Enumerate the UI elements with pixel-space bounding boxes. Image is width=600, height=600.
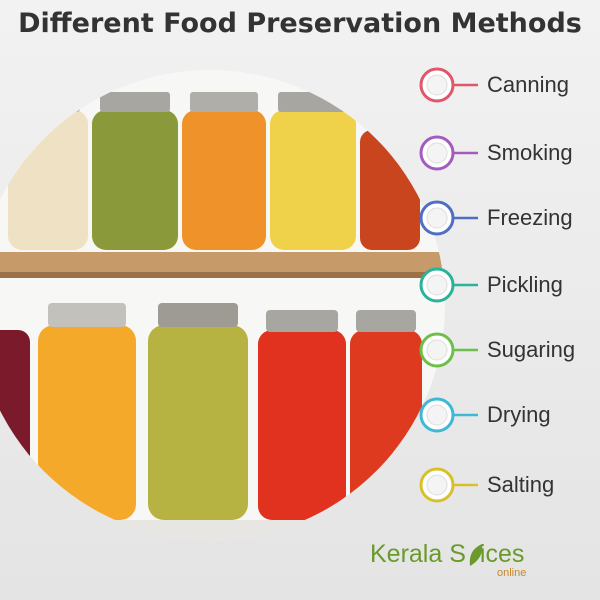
method-ring-inner (426, 339, 448, 361)
method-label: Smoking (487, 140, 573, 165)
brand-name: Kerala S ices (370, 540, 524, 568)
method-ring-inner (426, 274, 448, 296)
method-ring-inner (426, 207, 448, 229)
method-label: Drying (487, 402, 551, 427)
brand-leaf (469, 544, 483, 566)
method-label: Sugaring (487, 337, 575, 362)
method-ring-inner (426, 74, 448, 96)
brand-tagline: online (497, 567, 526, 579)
brand-part: Kerala S (370, 540, 466, 568)
method-ring-inner (426, 142, 448, 164)
methods-list: Canning Smoking Freezing Pickling Sugaring Dr… (419, 67, 575, 503)
method-label: Salting (487, 472, 554, 497)
method-ring-inner (426, 404, 448, 426)
brand-logo: Kerala S ices online (370, 540, 526, 579)
title: Different Food Preservation Methods (18, 8, 582, 39)
method-label: Canning (487, 72, 569, 97)
method-label: Freezing (487, 205, 573, 230)
method-ring-inner (426, 474, 448, 496)
brand-part: ices (480, 540, 524, 568)
method-label: Pickling (487, 272, 563, 297)
